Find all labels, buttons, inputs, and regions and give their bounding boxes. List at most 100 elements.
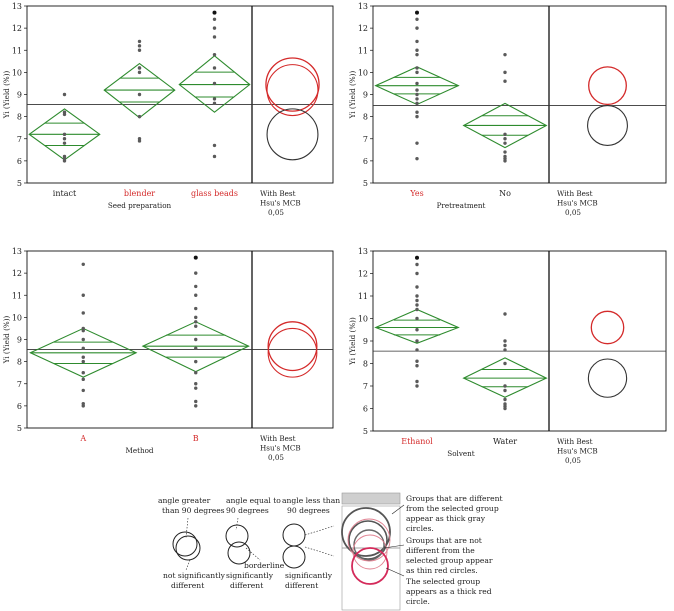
data-point	[81, 346, 85, 351]
comparison-label: 0,05	[268, 208, 284, 217]
group-ethanol: Ethanol	[374, 255, 460, 446]
data-point	[137, 70, 142, 75]
data-point	[503, 361, 507, 366]
group-yes: Yes	[374, 10, 460, 198]
data-point	[62, 154, 67, 159]
x-axis-label: Seed preparation	[108, 201, 172, 210]
chart-panel-1: 5 6 7 8 9 10 11 12 13 Yi (Yield (%)) intact blender…	[2, 2, 334, 217]
comparison-label: 0,05	[268, 453, 284, 462]
y-tick-label: 8	[17, 113, 22, 122]
data-point	[415, 92, 419, 97]
data-point	[503, 348, 507, 352]
x-category-label: A	[79, 434, 86, 443]
legend-sig-line1: significantly	[285, 571, 333, 580]
data-point	[503, 150, 507, 154]
y-tick-label: 9	[363, 337, 368, 346]
data-point	[81, 293, 85, 297]
data-point	[415, 97, 419, 101]
y-axis-label: Yi (Yield (%))	[2, 316, 11, 365]
x-category-label: Water	[493, 437, 517, 446]
data-point	[212, 143, 217, 148]
means-diamond	[374, 308, 460, 344]
y-tick-label: 7	[17, 380, 22, 389]
data-point	[503, 384, 507, 388]
data-point	[415, 384, 419, 388]
data-point	[81, 359, 85, 364]
data-point	[503, 343, 507, 348]
group-a: A	[29, 262, 138, 443]
legend-greater-pointer	[185, 517, 189, 539]
y-axis-label: Yi (Yield (%))	[348, 71, 357, 120]
data-point	[503, 402, 507, 406]
data-point	[137, 39, 142, 44]
legend-sig-line2: different	[285, 581, 318, 590]
comparison-label: Hsu's MCB	[260, 444, 301, 453]
data-point	[194, 382, 198, 386]
y-tick-label: 5	[363, 427, 368, 436]
y-tick-label: 11	[358, 46, 368, 55]
legend-illus-red-circle-1	[347, 518, 391, 562]
legend-notsig-line1: not significantly	[163, 571, 226, 580]
data-point	[415, 262, 419, 267]
data-point	[415, 316, 419, 321]
x-category-label: Ethanol	[401, 437, 433, 446]
legend-equal-line2: 90 degrees	[226, 506, 269, 515]
data-point	[81, 370, 85, 375]
data-point	[194, 346, 198, 351]
legend-equal-circle-b	[227, 541, 251, 565]
legend-borderline-line3: different	[230, 581, 263, 590]
data-point	[81, 337, 85, 342]
data-point	[194, 324, 198, 328]
comparison-label: With Best	[260, 434, 296, 443]
data-point	[212, 17, 217, 21]
legend-red-note-line1: Groups that are not	[406, 536, 482, 545]
y-tick-label: 13	[358, 2, 368, 11]
comparison-circle-selected	[265, 57, 320, 112]
y-tick-label: 9	[17, 336, 22, 345]
comparison-label: Hsu's MCB	[260, 199, 301, 208]
data-point	[81, 377, 85, 382]
x-category-label: Yes	[409, 189, 423, 198]
data-point	[212, 154, 217, 159]
data-point	[415, 307, 419, 312]
data-point	[212, 81, 217, 86]
data-point	[503, 397, 507, 402]
comparison-circle-not-different	[266, 64, 319, 117]
y-tick-label: 5	[17, 424, 22, 433]
y-axis-label: Yi (Yield (%))	[2, 71, 11, 120]
data-point	[415, 285, 419, 289]
legend-notsig-pointer	[185, 559, 191, 571]
y-tick-label: 12	[12, 24, 22, 33]
legend-illustration-header	[341, 492, 401, 505]
comparison-circle-selected	[590, 310, 625, 345]
legend-gray-note-line4: circles.	[406, 524, 434, 533]
x-axis-label: Method	[125, 446, 153, 455]
group-glass-beads: glass beads	[178, 10, 251, 198]
y-axis-label: Yi (Yield (%))	[348, 317, 357, 366]
data-point	[194, 271, 198, 275]
x-category-label: No	[499, 189, 511, 198]
data-point	[212, 101, 217, 106]
data-point	[212, 26, 217, 30]
legend-equal-pointer	[235, 517, 239, 531]
data-point	[212, 52, 217, 57]
legend-equal-circle-a	[225, 524, 249, 548]
y-tick-label: 13	[12, 2, 22, 11]
legend-illus-gray-circle-3	[353, 529, 385, 561]
legend-borderline-line1: borderline	[244, 561, 285, 570]
y-tick-label: 6	[17, 402, 22, 411]
y-tick-label: 9	[363, 91, 368, 100]
data-point	[415, 364, 419, 368]
chart-panel-3: 5 6 7 8 9 10 11 12 13 Yi (Yield (%)) A B Method With …	[2, 247, 334, 462]
legend-sel-note-line1: The selected group	[406, 577, 480, 586]
y-tick-label: 5	[363, 179, 368, 188]
y-tick-label: 9	[17, 91, 22, 100]
data-point	[62, 132, 67, 137]
legend-less-pointer-b	[304, 546, 335, 557]
comparison-circle-different	[266, 108, 319, 161]
data-point	[137, 44, 142, 48]
y-tick-label: 7	[363, 135, 368, 144]
legend-greater-circle-b	[175, 535, 201, 561]
legend-gray-note-line3: appear as thick gray	[406, 514, 486, 523]
